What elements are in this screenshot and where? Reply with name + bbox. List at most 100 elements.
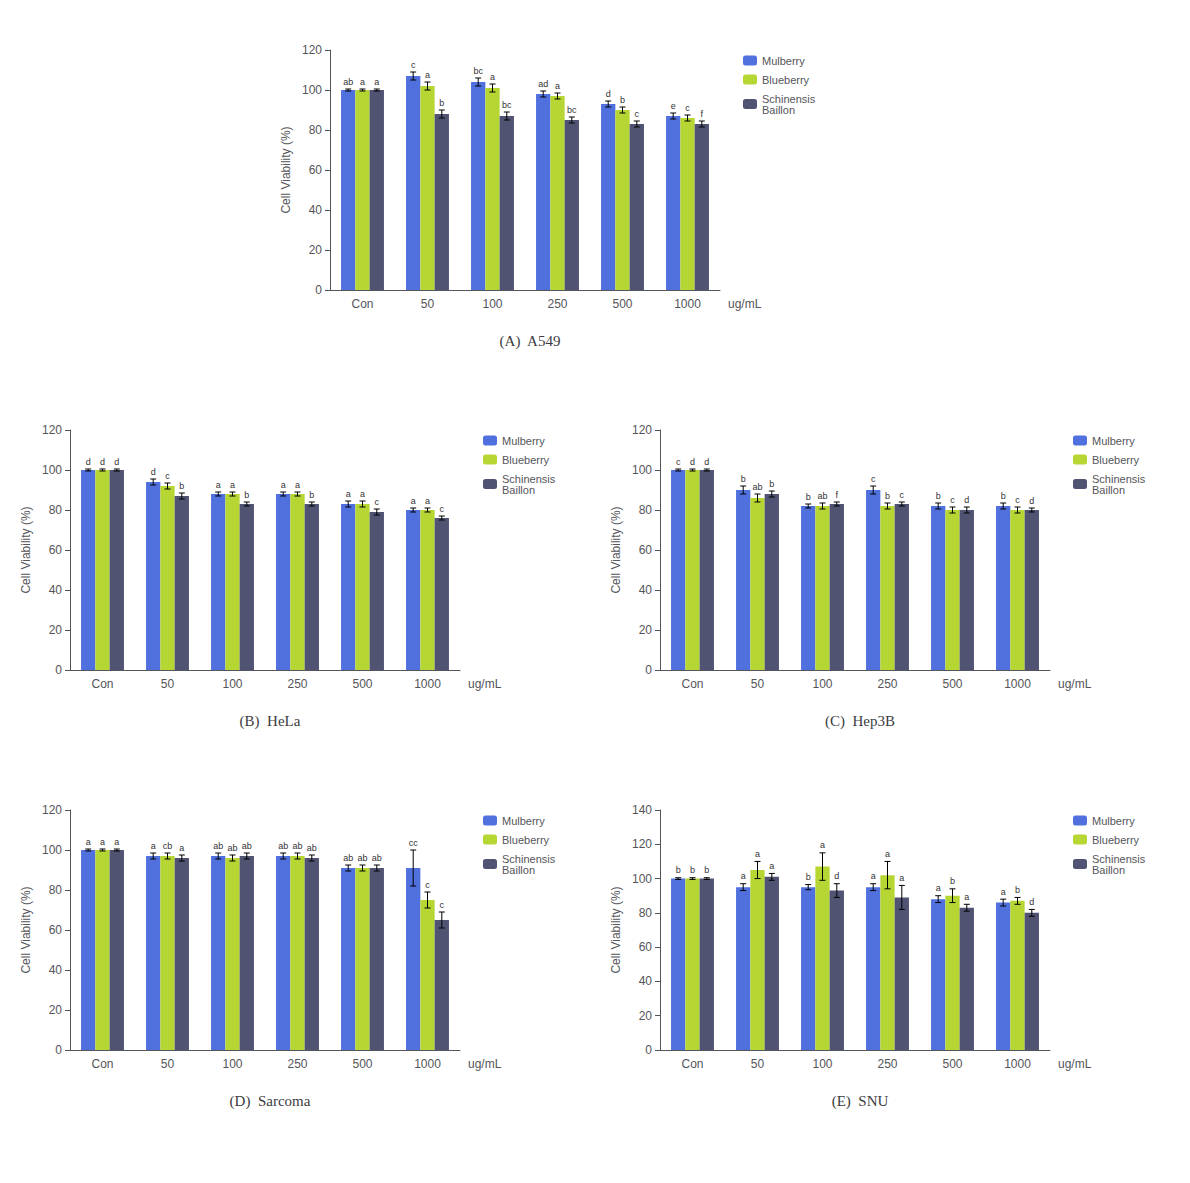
svg-text:500: 500 [352, 677, 372, 691]
svg-text:ab: ab [343, 853, 353, 863]
svg-text:a: a [425, 70, 430, 80]
svg-text:b: b [244, 490, 249, 500]
svg-text:Cell Viability (%): Cell Viability (%) [279, 126, 293, 213]
svg-text:Con: Con [91, 677, 113, 691]
svg-text:Baillon: Baillon [502, 484, 535, 496]
svg-text:a: a [1001, 887, 1006, 897]
svg-text:250: 250 [287, 1057, 307, 1071]
svg-text:a: a [936, 883, 941, 893]
svg-text:c: c [1015, 495, 1020, 505]
svg-text:Baillon: Baillon [1092, 484, 1125, 496]
svg-text:Con: Con [351, 297, 373, 311]
svg-text:b: b [741, 474, 746, 484]
svg-text:bc: bc [502, 100, 512, 110]
svg-text:100: 100 [42, 463, 62, 477]
svg-text:80: 80 [309, 123, 323, 137]
svg-text:100: 100 [42, 843, 62, 857]
svg-text:b: b [936, 491, 941, 501]
svg-text:(D) Sarcoma: (D) Sarcoma [230, 1093, 311, 1110]
svg-text:Cell Viability (%): Cell Viability (%) [609, 886, 623, 973]
svg-text:a: a [360, 77, 365, 87]
svg-text:ad: ad [538, 79, 548, 89]
svg-text:a: a [216, 480, 221, 490]
svg-text:120: 120 [302, 43, 322, 57]
svg-text:120: 120 [632, 423, 652, 437]
svg-text:b: b [1001, 491, 1006, 501]
svg-text:20: 20 [49, 623, 63, 637]
svg-text:c: c [871, 474, 876, 484]
svg-text:a: a [755, 849, 760, 859]
svg-text:40: 40 [49, 963, 63, 977]
svg-text:a: a [295, 480, 300, 490]
svg-text:b: b [620, 95, 625, 105]
svg-text:ab: ab [372, 853, 382, 863]
svg-text:50: 50 [751, 677, 765, 691]
svg-text:20: 20 [49, 1003, 63, 1017]
svg-text:20: 20 [639, 1009, 653, 1023]
svg-text:50: 50 [161, 1057, 175, 1071]
svg-text:b: b [439, 98, 444, 108]
svg-text:Baillon: Baillon [502, 864, 535, 876]
svg-text:ab: ab [307, 843, 317, 853]
svg-text:a: a [555, 81, 560, 91]
svg-text:d: d [151, 467, 156, 477]
svg-text:60: 60 [639, 940, 653, 954]
svg-text:100: 100 [632, 872, 652, 886]
svg-text:100: 100 [482, 297, 502, 311]
svg-text:500: 500 [612, 297, 632, 311]
svg-text:b: b [950, 876, 955, 886]
svg-text:60: 60 [639, 543, 653, 557]
svg-text:c: c [165, 471, 170, 481]
svg-text:d: d [100, 457, 105, 467]
svg-text:ab: ab [213, 841, 223, 851]
svg-text:b: b [1015, 885, 1020, 895]
svg-text:f: f [701, 109, 704, 119]
svg-text:b: b [309, 490, 314, 500]
svg-text:40: 40 [309, 203, 323, 217]
svg-text:c: c [440, 900, 445, 910]
svg-text:ab: ab [292, 841, 302, 851]
svg-text:a: a [885, 849, 890, 859]
svg-text:a: a [374, 77, 379, 87]
svg-text:250: 250 [877, 677, 897, 691]
svg-text:ug/mL: ug/mL [728, 297, 762, 311]
svg-text:1000: 1000 [1004, 677, 1031, 691]
svg-text:1000: 1000 [1004, 1057, 1031, 1071]
svg-text:f: f [836, 490, 839, 500]
svg-text:40: 40 [49, 583, 63, 597]
svg-text:20: 20 [309, 243, 323, 257]
svg-text:140: 140 [632, 803, 652, 817]
svg-text:120: 120 [632, 837, 652, 851]
svg-text:100: 100 [632, 463, 652, 477]
svg-text:250: 250 [877, 1057, 897, 1071]
svg-text:(E) SNU: (E) SNU [832, 1093, 889, 1110]
svg-text:a: a [114, 837, 119, 847]
svg-text:100: 100 [222, 677, 242, 691]
svg-text:Cell Viability (%): Cell Viability (%) [19, 506, 33, 593]
svg-text:Con: Con [681, 677, 703, 691]
svg-text:b: b [885, 491, 890, 501]
svg-text:ab: ab [357, 853, 367, 863]
svg-text:a: a [899, 873, 904, 883]
svg-text:40: 40 [639, 583, 653, 597]
svg-text:c: c [635, 109, 640, 119]
svg-text:ab: ab [752, 482, 762, 492]
svg-text:(A) A549: (A) A549 [500, 333, 561, 350]
svg-text:ab: ab [227, 843, 237, 853]
svg-text:a: a [86, 837, 91, 847]
svg-text:a: a [490, 72, 495, 82]
svg-text:100: 100 [812, 1057, 832, 1071]
svg-text:b: b [676, 865, 681, 875]
svg-text:80: 80 [639, 503, 653, 517]
svg-text:a: a [871, 871, 876, 881]
svg-text:c: c [676, 457, 681, 467]
svg-text:c: c [411, 60, 416, 70]
svg-text:Con: Con [91, 1057, 113, 1071]
svg-text:80: 80 [639, 906, 653, 920]
svg-text:60: 60 [309, 163, 323, 177]
svg-text:a: a [230, 480, 235, 490]
svg-text:ug/mL: ug/mL [1058, 677, 1092, 691]
svg-text:0: 0 [645, 1043, 652, 1057]
svg-text:a: a [964, 892, 969, 902]
svg-text:100: 100 [302, 83, 322, 97]
